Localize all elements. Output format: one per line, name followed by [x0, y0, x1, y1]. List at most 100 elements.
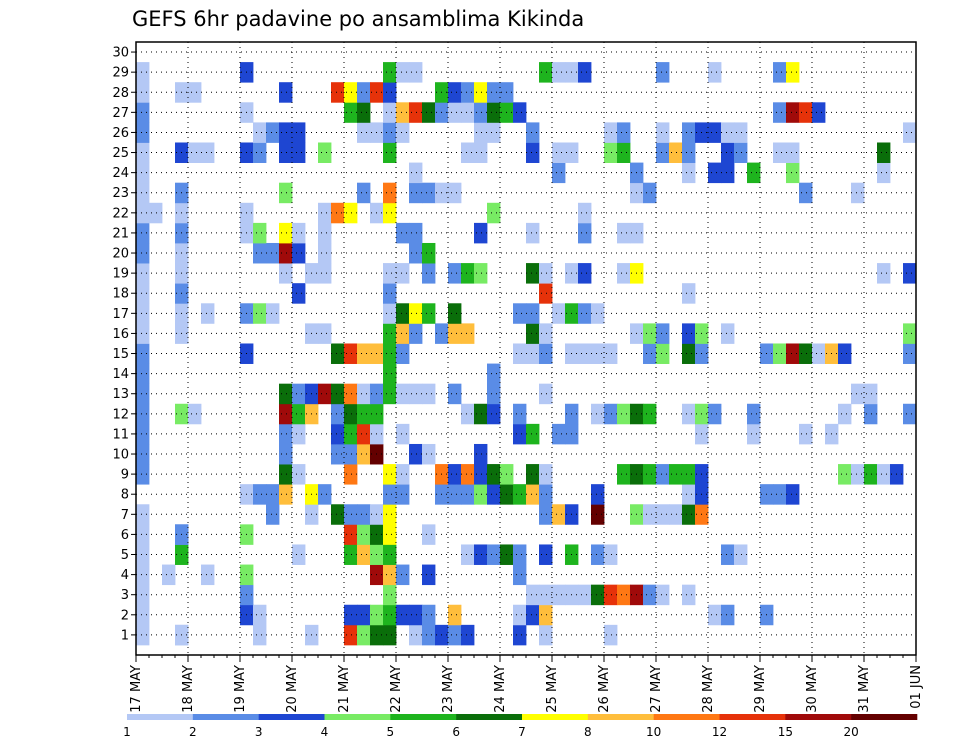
- heatmap-cell: [396, 383, 410, 405]
- heatmap-cell: [721, 604, 735, 626]
- heatmap-cell: [344, 624, 358, 646]
- heatmap-cell: [383, 82, 397, 103]
- heatmap-cell: [552, 142, 566, 163]
- heatmap-cell: [279, 242, 293, 264]
- heatmap-cell: [513, 484, 527, 505]
- heatmap-cell: [292, 464, 306, 485]
- heatmap-cell: [409, 323, 423, 344]
- y-tick-label: 28: [112, 86, 129, 101]
- heatmap-cell: [461, 102, 475, 123]
- heatmap-cell: [526, 263, 540, 284]
- heatmap-cell: [422, 624, 436, 646]
- y-tick-label: 24: [112, 166, 129, 181]
- heatmap-cell: [201, 564, 215, 586]
- heatmap-cell: [461, 544, 475, 565]
- heatmap-cell: [383, 544, 397, 565]
- heatmap-cell: [461, 82, 475, 103]
- heatmap-cell: [357, 82, 371, 103]
- x-tick-label: 01 JUN: [909, 665, 924, 709]
- heatmap-cell: [422, 303, 436, 324]
- heatmap-cell: [539, 464, 553, 485]
- heatmap-cell: [578, 202, 592, 224]
- colorbar-label: 5: [387, 725, 395, 739]
- heatmap-cell: [344, 423, 358, 445]
- heatmap-cell: [474, 464, 488, 485]
- heatmap-cell: [578, 343, 592, 364]
- heatmap-cell: [136, 423, 150, 445]
- colorbar-swatch: [324, 714, 391, 720]
- heatmap-cell: [591, 303, 605, 324]
- colorbar-swatch: [785, 714, 852, 720]
- heatmap-cell: [643, 464, 657, 485]
- heatmap-cell: [266, 484, 280, 505]
- heatmap-cell: [279, 142, 293, 163]
- heatmap-cell: [279, 464, 293, 485]
- heatmap-cell: [812, 102, 826, 123]
- heatmap-cell: [448, 303, 462, 324]
- heatmap-cell: [448, 484, 462, 505]
- heatmap-cell: [656, 584, 670, 606]
- heatmap-cell: [617, 142, 631, 163]
- heatmap-cell: [331, 403, 345, 425]
- colorbar-swatch: [587, 714, 654, 720]
- heatmap-cell: [422, 443, 436, 465]
- heatmap-cell: [799, 423, 813, 445]
- heatmap-cell: [318, 202, 332, 224]
- heatmap-cell: [136, 604, 150, 626]
- x-tick-label: 23 MAY: [441, 665, 456, 713]
- heatmap-cell: [461, 484, 475, 505]
- colorbar-label: 2: [189, 725, 197, 739]
- heatmap-cell: [396, 484, 410, 505]
- heatmap-cell: [344, 82, 358, 103]
- heatmap-cell: [682, 464, 696, 485]
- x-tick-label: 17 MAY: [129, 665, 144, 713]
- heatmap-cell: [682, 403, 696, 425]
- heatmap-cell: [877, 464, 891, 485]
- heatmap-cell: [318, 222, 332, 244]
- colorbar-label: 10: [646, 725, 661, 739]
- heatmap-cell: [279, 222, 293, 244]
- heatmap-cell: [864, 464, 878, 485]
- y-tick-label: 13: [112, 387, 129, 402]
- heatmap-cell: [409, 242, 423, 264]
- x-tick-label: 29 MAY: [753, 665, 768, 713]
- heatmap-cell: [383, 604, 397, 626]
- heatmap-cell: [864, 403, 878, 425]
- heatmap-cell: [539, 383, 553, 405]
- x-tick-label: 31 MAY: [857, 665, 872, 713]
- colorbar-label: 15: [778, 725, 793, 739]
- heatmap-cell: [734, 142, 748, 163]
- heatmap-cell: [838, 403, 852, 425]
- heatmap-cell: [383, 62, 397, 83]
- x-tick-label: 20 MAY: [285, 665, 300, 713]
- heatmap-cell: [292, 222, 306, 244]
- colorbar-label: 7: [518, 725, 526, 739]
- heatmap-cell: [487, 464, 501, 485]
- y-axis: 1234567891011121314151617181920212223242…: [112, 46, 136, 643]
- heatmap-cell: [682, 122, 696, 143]
- heatmap-cell: [513, 604, 527, 626]
- heatmap-cell: [136, 584, 150, 606]
- y-tick-label: 16: [112, 327, 129, 342]
- heatmap-cell: [253, 624, 267, 646]
- heatmap-cell: [292, 142, 306, 163]
- heatmap-cell: [383, 624, 397, 646]
- heatmap-cell: [448, 182, 462, 204]
- heatmap-cell: [279, 403, 293, 425]
- heatmap-cell: [188, 403, 202, 425]
- heatmap-cell: [474, 222, 488, 244]
- heatmap-cell: [344, 544, 358, 565]
- heatmap-cell: [682, 323, 696, 344]
- heatmap-cell: [136, 383, 150, 405]
- heatmap-cell: [799, 343, 813, 364]
- heatmap-cell: [253, 303, 267, 324]
- heatmap-cell: [513, 423, 527, 445]
- heatmap-cell: [318, 142, 332, 163]
- heatmap-cell: [799, 102, 813, 123]
- heatmap-cell: [383, 564, 397, 586]
- heatmap-cell: [812, 343, 826, 364]
- heatmap-cell: [474, 263, 488, 284]
- heatmap-cell: [136, 624, 150, 646]
- heatmap-cell: [448, 323, 462, 344]
- heatmap-cell: [513, 624, 527, 646]
